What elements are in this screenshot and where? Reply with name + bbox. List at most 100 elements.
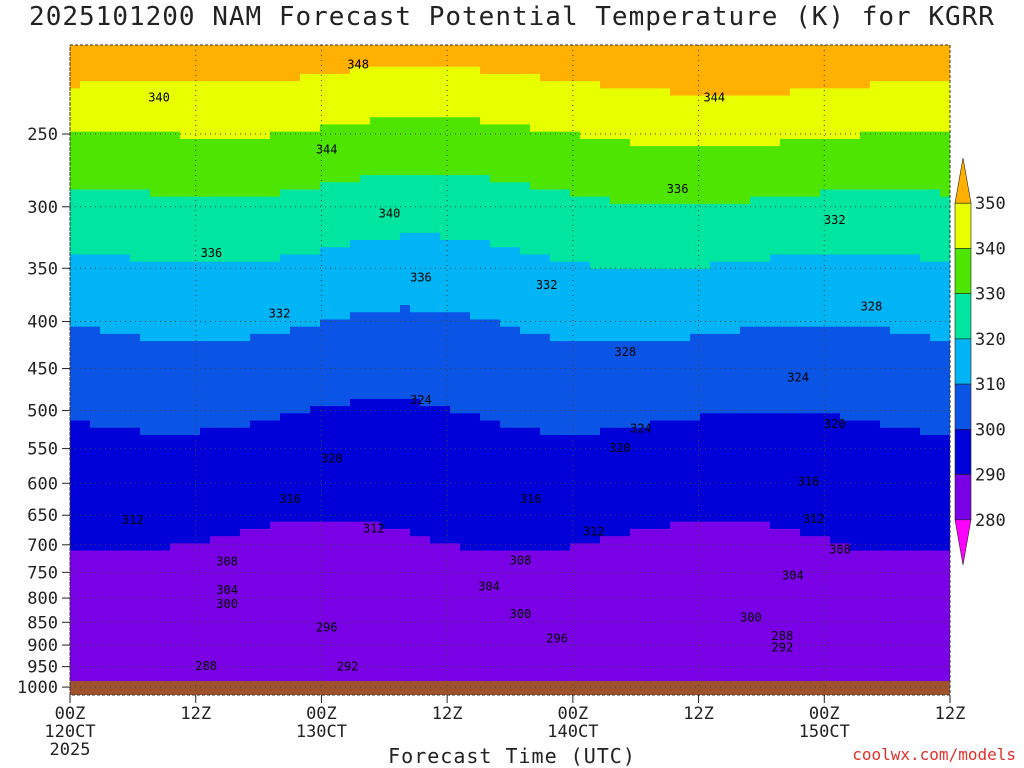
field-cell — [80, 478, 91, 487]
field-cell — [110, 268, 121, 277]
field-cell — [290, 413, 301, 422]
field-cell — [160, 326, 171, 335]
field-cell — [100, 456, 111, 465]
field-cell — [360, 88, 371, 97]
field-cell — [210, 463, 221, 472]
field-cell — [510, 225, 521, 234]
field-cell — [360, 66, 371, 75]
field-cell — [410, 88, 421, 97]
field-cell — [590, 514, 601, 523]
field-cell — [290, 261, 301, 270]
field-cell — [220, 637, 231, 646]
field-cell — [350, 528, 361, 537]
field-cell — [200, 449, 211, 458]
field-cell — [620, 326, 631, 335]
field-cell — [300, 110, 311, 118]
field-cell — [180, 615, 191, 624]
field-cell — [170, 492, 181, 501]
field-cell — [590, 536, 601, 544]
field-cell — [450, 550, 461, 559]
field-cell — [460, 514, 471, 523]
field-cell — [520, 384, 531, 393]
field-cell — [500, 427, 511, 436]
field-cell — [160, 218, 171, 227]
field-cell — [150, 297, 161, 306]
field-cell — [340, 586, 351, 595]
field-cell — [510, 95, 521, 104]
field-cell — [450, 175, 461, 183]
field-cell — [430, 45, 441, 53]
field-cell — [320, 297, 331, 306]
field-cell — [140, 391, 151, 400]
field-cell — [430, 110, 441, 118]
field-cell — [400, 81, 411, 89]
field-cell — [270, 276, 281, 284]
field-cell — [230, 146, 241, 154]
field-cell — [160, 514, 171, 523]
field-cell — [460, 572, 471, 581]
field-cell — [360, 644, 371, 653]
field-cell — [590, 543, 601, 552]
field-cell — [580, 117, 591, 126]
field-cell — [290, 449, 301, 458]
field-cell — [560, 622, 571, 631]
field-cell — [160, 622, 171, 631]
field-cell — [290, 666, 301, 674]
field-cell — [110, 608, 121, 617]
field-cell — [290, 102, 301, 111]
field-cell — [540, 435, 551, 443]
field-cell — [80, 615, 91, 624]
field-cell — [500, 608, 511, 617]
field-cell — [410, 189, 421, 198]
field-cell — [290, 341, 301, 349]
field-cell — [140, 73, 151, 82]
field-cell — [200, 666, 211, 674]
field-cell — [380, 348, 391, 357]
field-cell — [320, 427, 331, 436]
field-cell — [550, 160, 561, 169]
field-cell — [160, 391, 171, 400]
field-cell — [190, 413, 201, 422]
field-cell — [130, 355, 141, 364]
field-cell — [420, 666, 431, 674]
field-cell — [210, 370, 221, 378]
field-cell — [230, 420, 241, 429]
field-cell — [110, 196, 121, 205]
field-cell — [290, 276, 301, 284]
field-cell — [270, 637, 281, 646]
field-cell — [530, 398, 541, 407]
field-cell — [140, 203, 151, 212]
field-cell — [220, 500, 231, 508]
field-cell — [300, 500, 311, 508]
field-cell — [260, 622, 271, 631]
field-cell — [460, 189, 471, 198]
field-cell — [360, 492, 371, 501]
field-cell — [610, 514, 621, 523]
field-cell — [340, 312, 351, 321]
field-cell — [530, 528, 541, 537]
field-cell — [200, 492, 211, 501]
field-cell — [220, 153, 231, 162]
field-cell — [430, 348, 441, 357]
field-cell — [540, 117, 551, 126]
field-cell — [550, 579, 561, 588]
field-cell — [450, 543, 461, 552]
field-cell — [310, 557, 321, 566]
field-cell — [270, 485, 281, 494]
field-cell — [570, 196, 581, 205]
field-cell — [540, 189, 551, 198]
field-cell — [280, 138, 291, 147]
field-cell — [400, 52, 411, 61]
field-cell — [280, 615, 291, 624]
field-cell — [200, 153, 211, 162]
field-cell — [500, 550, 511, 559]
field-cell — [210, 651, 221, 660]
field-cell — [550, 110, 561, 118]
field-cell — [550, 102, 561, 111]
field-cell — [340, 492, 351, 501]
field-cell — [240, 630, 251, 638]
field-cell — [510, 355, 521, 364]
field-cell — [290, 608, 301, 617]
field-cell — [330, 398, 341, 407]
field-cell — [460, 557, 471, 566]
